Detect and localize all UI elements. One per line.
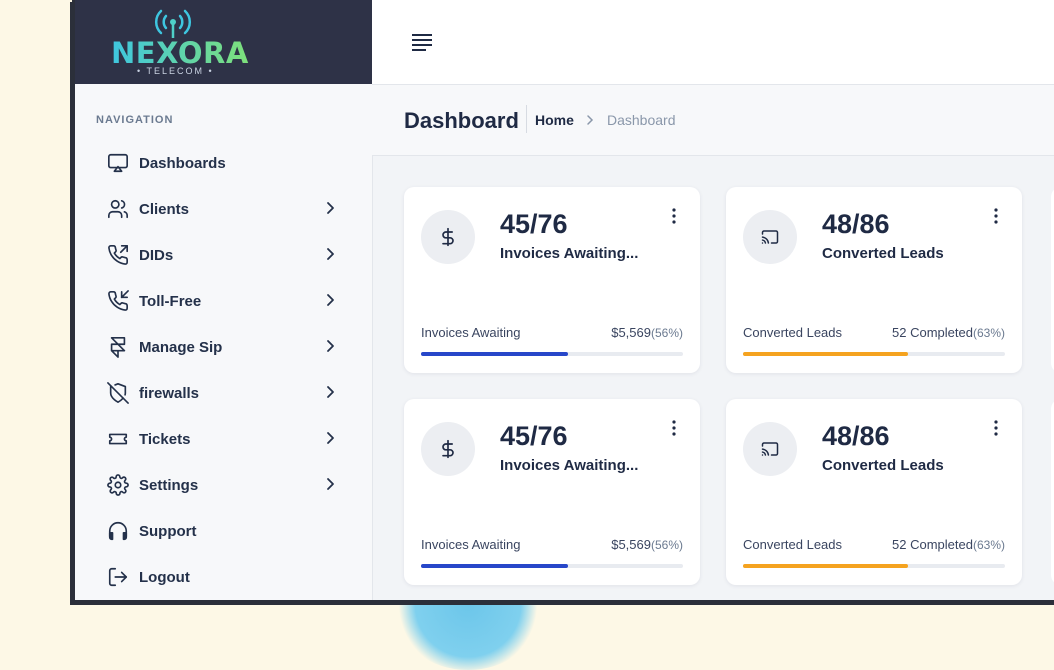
progress-fill (421, 564, 568, 568)
nav-heading: NAVIGATION (96, 114, 174, 126)
sidebar-item-label: Settings (139, 476, 199, 494)
stat-value: 48/86 (822, 209, 890, 239)
phone-outgoing-icon (108, 245, 128, 265)
sidebar-item-label: DIDs (139, 246, 174, 264)
breadcrumb-current: Dashboard (607, 112, 676, 128)
footer-label: Converted Leads (743, 325, 843, 340)
sidebar: NEXORA • TELECOM • NAVIGATION Dashboards… (75, 0, 373, 600)
nav-list: Dashboards Clients DIDs Toll-Free Manage… (75, 140, 372, 600)
stat-label: Converted Leads (822, 245, 944, 262)
dollar-icon (421, 422, 475, 476)
sidebar-item-label: Dashboards (139, 154, 226, 172)
users-icon (108, 199, 128, 219)
stat-card-invoices: 45/76 Invoices Awaiting... Invoices Awai… (404, 399, 700, 585)
framer-icon (110, 337, 126, 358)
dollar-icon (421, 210, 475, 264)
progress-fill (743, 564, 909, 568)
stat-value: 48/86 (822, 421, 890, 451)
chevron-right-icon (327, 248, 334, 260)
sidebar-item-label: Support (139, 522, 197, 540)
stat-label: Invoices Awaiting... (500, 245, 639, 262)
phone-incoming-icon (108, 290, 129, 311)
sidebar-item-dids[interactable]: DIDs (75, 232, 372, 278)
logout-icon (108, 567, 128, 587)
footer-value: $5,569(56%) (611, 325, 683, 340)
logo[interactable]: NEXORA • TELECOM • (75, 0, 372, 84)
antenna-icon (154, 9, 192, 38)
stat-label: Invoices Awaiting... (500, 457, 639, 474)
sidebar-item-manage-sip[interactable]: Manage Sip (75, 324, 372, 370)
gear-icon (107, 474, 129, 496)
progress-track (743, 564, 1005, 568)
page-title: Dashboard (404, 108, 519, 133)
stat-card-leads: 48/86 Converted Leads Converted Leads 52… (726, 187, 1022, 373)
app-window: NEXORA • TELECOM • NAVIGATION Dashboards… (72, 0, 1054, 603)
footer-label: Converted Leads (743, 537, 843, 552)
more-vertical-icon[interactable] (666, 419, 682, 437)
sidebar-item-label: Clients (139, 200, 190, 218)
sidebar-item-toll-free[interactable]: Toll-Free (75, 278, 372, 324)
stat-value: 45/76 (500, 421, 568, 451)
footer-label: Invoices Awaiting (421, 325, 521, 340)
brand-tagline: • TELECOM • (137, 66, 214, 76)
sidebar-item-support[interactable]: Support (75, 508, 372, 554)
sidebar-item-logout[interactable]: Logout (75, 554, 372, 600)
sidebar-item-firewalls[interactable]: firewalls (75, 370, 372, 416)
sidebar-item-tickets[interactable]: Tickets (75, 416, 372, 462)
monitor-icon (108, 153, 128, 173)
progress-fill (421, 352, 568, 356)
footer-value: $5,569(56%) (611, 537, 683, 552)
sidebar-item-label: Tickets (139, 430, 191, 448)
brand-name: NEXORA (111, 36, 249, 70)
sidebar-item-label: Toll-Free (139, 292, 202, 310)
stat-card-partial (1051, 187, 1054, 373)
more-vertical-icon[interactable] (988, 207, 1004, 225)
ticket-icon (108, 433, 128, 445)
headphones-icon (108, 522, 128, 541)
chevron-right-icon (327, 340, 334, 352)
breadcrumb-divider (526, 105, 527, 133)
page-header: Dashboard Home Dashboard (372, 85, 1054, 156)
progress-track (421, 352, 683, 356)
cast-icon (743, 422, 797, 476)
sidebar-item-label: Manage Sip (139, 338, 223, 356)
footer-label: Invoices Awaiting (421, 537, 521, 552)
sidebar-item-settings[interactable]: Settings (75, 462, 372, 508)
chevron-right-icon (327, 432, 334, 444)
progress-track (421, 564, 683, 568)
stat-value: 45/76 (500, 209, 568, 239)
stat-label: Converted Leads (822, 457, 944, 474)
footer-value: 52 Completed(63%) (892, 537, 1005, 552)
progress-fill (743, 352, 909, 356)
stat-card-partial (1051, 399, 1054, 585)
sidebar-item-label: Logout (139, 568, 190, 586)
shield-off-icon (107, 382, 129, 404)
stat-card-leads: 48/86 Converted Leads Converted Leads 52… (726, 399, 1022, 585)
sidebar-item-label: firewalls (139, 384, 200, 402)
sidebar-item-dashboards[interactable]: Dashboards (75, 140, 372, 186)
cast-icon (743, 210, 797, 264)
more-vertical-icon[interactable] (988, 419, 1004, 437)
more-vertical-icon[interactable] (666, 207, 682, 225)
sidebar-item-clients[interactable]: Clients (75, 186, 372, 232)
chevron-right-icon (327, 202, 334, 214)
chevron-right-icon (587, 115, 594, 125)
chevron-right-icon (327, 478, 334, 490)
progress-track (743, 352, 1005, 356)
breadcrumb-home-link[interactable]: Home (535, 112, 574, 128)
menu-toggle-icon[interactable] (410, 33, 434, 51)
footer-value: 52 Completed(63%) (892, 325, 1005, 340)
stat-card-invoices: 45/76 Invoices Awaiting... Invoices Awai… (404, 187, 700, 373)
topbar (372, 0, 1054, 85)
chevron-right-icon (327, 386, 334, 398)
chevron-right-icon (327, 294, 334, 306)
